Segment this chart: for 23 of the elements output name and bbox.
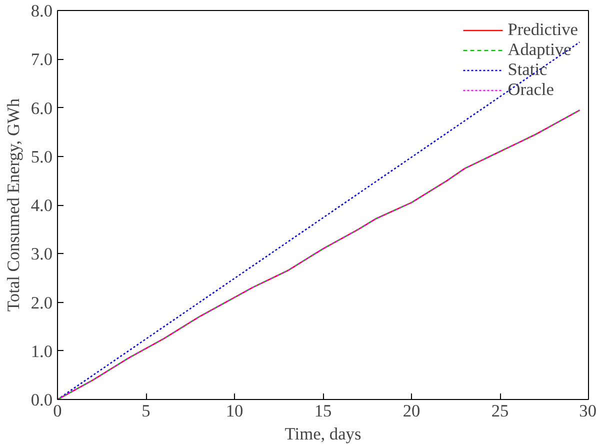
y-axis-title: Total Consumed Energy, GWh xyxy=(4,98,23,312)
legend-label: Predictive xyxy=(508,20,578,40)
x-tick-label: 10 xyxy=(226,402,244,420)
x-tick-label: 15 xyxy=(314,402,332,420)
legend-label: Adaptive xyxy=(508,40,572,60)
x-tick-label: 20 xyxy=(402,402,420,420)
y-tick-label: 0.0 xyxy=(30,390,53,410)
legend-label: Static xyxy=(508,60,548,80)
x-tick-label: 0 xyxy=(53,402,62,420)
y-tick-label: 5.0 xyxy=(30,147,53,166)
x-tick-label: 30 xyxy=(579,402,596,420)
y-tick-label: 8.0 xyxy=(30,2,53,20)
y-tick-label: 7.0 xyxy=(30,50,53,70)
x-tick-label: 5 xyxy=(142,402,150,420)
y-tick-label: 4.0 xyxy=(30,196,53,215)
legend-label: Oracle xyxy=(508,80,554,100)
x-tick-label: 25 xyxy=(491,402,509,420)
line-series xyxy=(58,110,580,400)
y-tick-label: 2.0 xyxy=(30,293,53,312)
y-tick-label: 3.0 xyxy=(30,244,53,264)
x-axis-title: Time, days xyxy=(284,424,362,444)
y-tick-label: 6.0 xyxy=(30,98,53,118)
y-tick-label: 1.0 xyxy=(30,342,53,361)
